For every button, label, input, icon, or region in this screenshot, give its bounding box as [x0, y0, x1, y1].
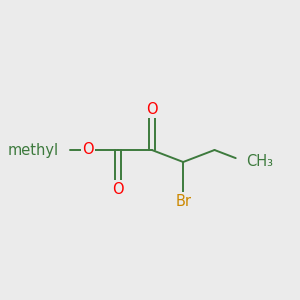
Text: O: O: [82, 142, 94, 158]
Text: Br: Br: [175, 194, 191, 208]
Text: O: O: [146, 102, 158, 117]
Text: CH₃: CH₃: [246, 154, 273, 169]
Text: O: O: [112, 182, 124, 196]
Text: methyl: methyl: [8, 142, 59, 158]
